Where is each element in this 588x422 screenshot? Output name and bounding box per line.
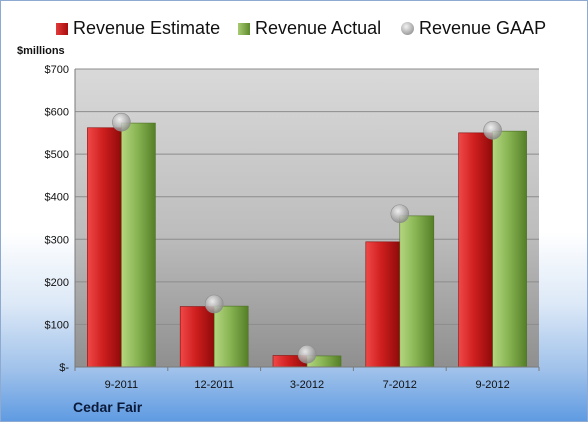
bar-revenue-actual — [121, 122, 156, 368]
bar-revenue-estimate — [87, 127, 122, 368]
legend-label-revenue-actual: Revenue Actual — [255, 18, 382, 38]
y-tick-label: $300 — [45, 234, 69, 246]
legend-label-revenue-gaap: Revenue GAAP — [419, 18, 547, 38]
y-tick-label: $600 — [45, 107, 69, 119]
y-tick-label: $700 — [45, 64, 69, 76]
y-axis-ticks: $- $100 $200 $300 $400 $500 $600 $700 — [45, 64, 70, 374]
marker-revenue-gaap — [390, 204, 410, 224]
marker-revenue-gaap — [483, 121, 502, 140]
company-name: Cedar Fair — [73, 399, 143, 415]
y-axis-label: $millions — [17, 45, 65, 57]
legend-item-revenue-gaap: Revenue GAAP — [401, 18, 546, 39]
bar-revenue-estimate — [365, 241, 401, 368]
bar-revenue-actual — [213, 305, 249, 368]
bars — [87, 122, 527, 368]
bar-revenue-estimate — [458, 132, 493, 368]
marker-revenue-gaap — [112, 112, 131, 132]
y-tick-label: $100 — [45, 319, 69, 331]
x-tick-label: 3-2012 — [290, 379, 324, 391]
y-tick-label: $400 — [45, 192, 69, 204]
x-tick-label: 9-2012 — [475, 379, 509, 391]
x-tick-label: 12-2011 — [194, 379, 234, 391]
y-tick-label: $500 — [45, 149, 69, 161]
bar-revenue-actual — [492, 130, 527, 368]
legend-marker-circle-icon — [401, 22, 414, 35]
legend-label-revenue-estimate: Revenue Estimate — [73, 18, 221, 38]
legend-item-revenue-actual: Revenue Actual — [238, 18, 381, 39]
bar-revenue-actual — [399, 215, 435, 368]
marker-revenue-gaap — [204, 294, 224, 314]
legend-swatch-green-icon — [238, 22, 250, 35]
x-tick-label: 7-2012 — [383, 379, 417, 391]
x-tick-label: 9-2011 — [105, 379, 138, 391]
legend-item-revenue-estimate: Revenue Estimate — [56, 18, 220, 39]
bar-revenue-estimate — [179, 306, 215, 368]
x-axis-ticks: 9-2011 12-2011 3-2012 7-2012 9-2012 — [74, 367, 540, 391]
y-tick-label: $200 — [45, 277, 69, 289]
legend: Revenue Estimate Revenue Actual Revenue … — [1, 1, 587, 57]
legend-swatch-red-icon — [56, 22, 68, 35]
gaap-markers — [112, 112, 502, 364]
marker-revenue-gaap — [297, 344, 317, 364]
y-tick-label: $- — [59, 362, 69, 374]
